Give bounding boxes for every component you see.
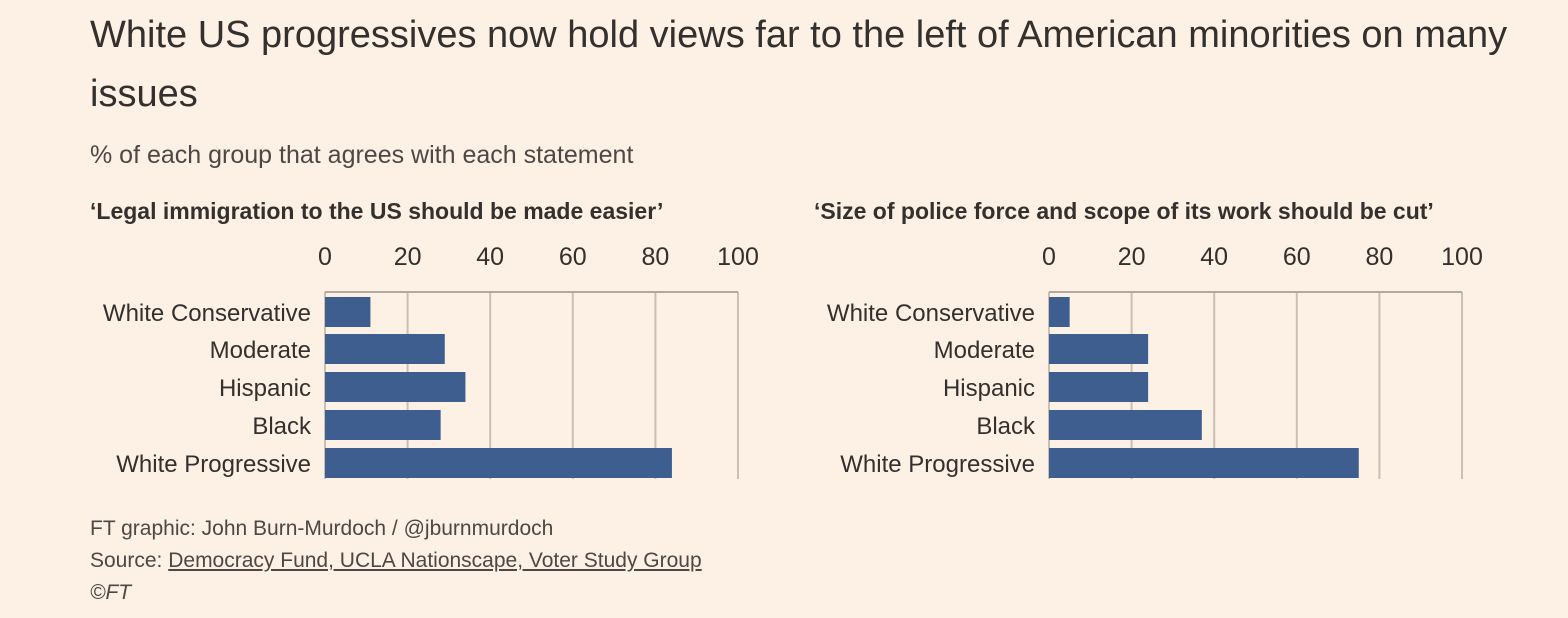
tick-label: 0 [1042,243,1056,271]
tick-label: 20 [1118,243,1146,271]
tick-label: 60 [559,243,587,271]
bar [1049,410,1202,440]
tick-label: 40 [1200,243,1228,271]
bar [1049,334,1149,364]
category-label: White Progressive [840,451,1035,478]
category-label: Black [976,413,1036,440]
footer: FT graphic: John Burn-Murdoch / @jburnmu… [90,513,702,609]
category-label: White Progressive [116,451,311,478]
charts-area: ‘Legal immigration to the US should be m… [90,198,1483,479]
bar [325,334,445,364]
source-line: Source: Democracy Fund, UCLA Nationscape… [90,545,702,577]
category-label: White Conservative [103,300,311,327]
category-label: Black [252,413,312,440]
tick-label: 20 [394,243,422,271]
bar [325,410,441,440]
chart-title: White US progressives now hold views far… [90,14,1508,115]
tick-label: 80 [1365,243,1393,271]
bar [1049,297,1070,327]
bar [1049,372,1149,402]
tick-label: 80 [641,243,669,271]
category-label: Moderate [934,337,1035,364]
bar [1049,448,1359,478]
bar [325,372,466,402]
tick-label: 40 [476,243,504,271]
tick-label: 100 [1441,243,1483,271]
bar [325,297,371,327]
source-prefix: Source: [90,549,169,572]
tick-label: 0 [318,243,332,271]
chart-subtitle: % of each group that agrees with each st… [90,141,634,169]
source-link[interactable]: Democracy Fund, UCLA Nationscape, Voter … [168,549,702,572]
credit-line: FT graphic: John Burn-Murdoch / @jburnmu… [90,517,554,540]
tick-label: 60 [1283,243,1311,271]
panel-title: ‘Size of police force and scope of its w… [814,198,1434,224]
bar [325,448,672,478]
category-label: Hispanic [943,375,1035,402]
tick-label: 100 [717,243,759,271]
copyright: ©FT [90,581,132,604]
category-label: Hispanic [219,375,311,402]
category-label: Moderate [210,337,311,364]
category-label: White Conservative [827,300,1035,327]
panel-title: ‘Legal immigration to the US should be m… [90,198,663,224]
